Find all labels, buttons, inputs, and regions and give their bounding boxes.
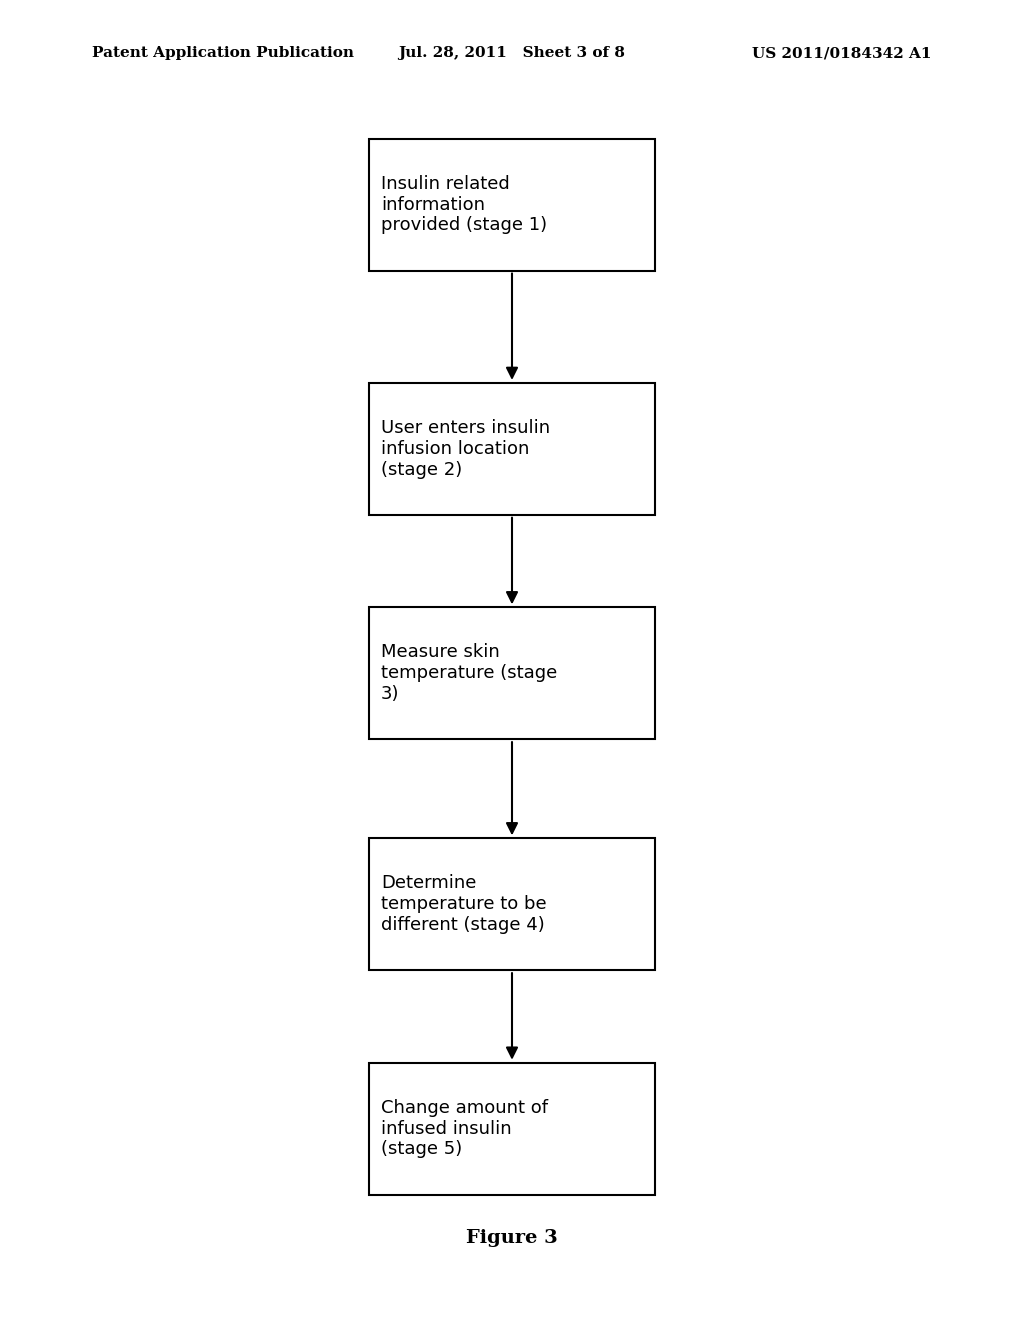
Text: Change amount of
infused insulin
(stage 5): Change amount of infused insulin (stage … (381, 1098, 548, 1159)
Text: Measure skin
temperature (stage
3): Measure skin temperature (stage 3) (381, 643, 557, 704)
Text: Determine
temperature to be
different (stage 4): Determine temperature to be different (s… (381, 874, 547, 935)
FancyBboxPatch shape (369, 1063, 655, 1195)
Text: Figure 3: Figure 3 (466, 1229, 558, 1247)
Text: US 2011/0184342 A1: US 2011/0184342 A1 (753, 46, 932, 61)
Text: User enters insulin
infusion location
(stage 2): User enters insulin infusion location (s… (381, 418, 550, 479)
Text: Jul. 28, 2011   Sheet 3 of 8: Jul. 28, 2011 Sheet 3 of 8 (398, 46, 626, 61)
Text: Patent Application Publication: Patent Application Publication (92, 46, 354, 61)
FancyBboxPatch shape (369, 838, 655, 970)
FancyBboxPatch shape (369, 383, 655, 515)
FancyBboxPatch shape (369, 607, 655, 739)
Text: Insulin related
information
provided (stage 1): Insulin related information provided (st… (381, 174, 547, 235)
FancyBboxPatch shape (369, 139, 655, 271)
